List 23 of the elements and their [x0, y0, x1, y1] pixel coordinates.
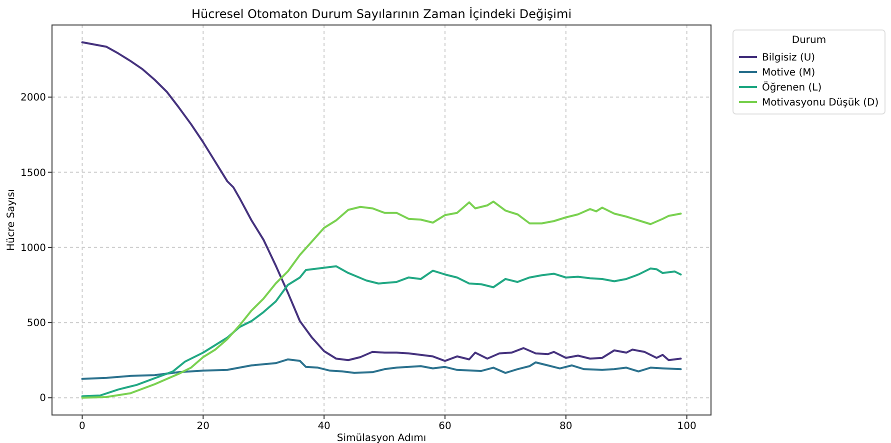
line-series: [81, 41, 682, 362]
line-series: [81, 200, 682, 399]
legend-title: Durum: [792, 35, 826, 46]
chart-title: Hücresel Otomaton Durum Sayılarının Zaman İçindeki Değişimi: [191, 7, 572, 21]
x-tick-label: 20: [196, 421, 210, 432]
line-series: [81, 265, 682, 398]
x-axis-title: Simülasyon Adımı: [336, 433, 426, 443]
legend-label: Öğrenen (L): [762, 80, 822, 94]
y-axis-title: Hücre Sayısı: [6, 189, 17, 251]
x-tick-label: 40: [318, 421, 330, 432]
legend-label: Motivasyonu Düşük (D): [762, 98, 879, 108]
line-series: [81, 358, 682, 380]
y-tick-label: 2000: [20, 92, 46, 104]
y-tick-label: 1500: [20, 168, 46, 179]
y-tick-label: 1000: [20, 242, 46, 254]
x-tick-label: 80: [560, 421, 572, 432]
y-tick-label: 500: [26, 318, 46, 330]
x-tick-label: 60: [438, 421, 452, 432]
y-tick-label: 0: [40, 393, 46, 404]
x-tick-label: 100: [677, 421, 696, 432]
legend-label: Motive (M): [762, 68, 816, 78]
x-tick-label: 0: [79, 421, 86, 432]
legend-label: Bilgisiz (U): [762, 52, 816, 64]
